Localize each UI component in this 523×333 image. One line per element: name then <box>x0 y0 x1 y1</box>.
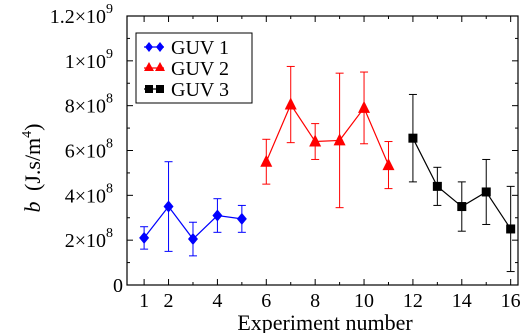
y-axis-unit-exp: 4 <box>20 131 35 138</box>
y-tick-label: 1×109 <box>65 47 113 73</box>
data-point <box>382 158 395 171</box>
legend-label-guv1: GUV 1 <box>171 37 229 59</box>
x-axis-title: Experiment number <box>237 310 413 333</box>
x-tick-label: 10 <box>354 290 374 312</box>
y-tick-exponent: 8 <box>106 92 113 107</box>
y-tick-label: 2×108 <box>65 226 113 252</box>
data-point <box>408 133 418 143</box>
legend: GUV 1 GUV 2 GUV 3 <box>135 32 253 104</box>
y-tick-label: 8×108 <box>65 92 113 118</box>
y-tick-label: 6×108 <box>65 137 113 163</box>
x-tick-label: 16 <box>501 290 521 312</box>
y-tick-label: 0 <box>113 275 123 297</box>
x-tick-label: 1 <box>139 290 149 312</box>
data-point <box>284 97 297 110</box>
y-tick-exponent: 8 <box>106 181 113 196</box>
data-point <box>432 181 442 191</box>
data-point <box>163 200 174 213</box>
chart-axes: 1 2 4 6 8 10 12 14 1602×1084×1086×1088×1081×1091… <box>50 2 521 312</box>
series-guv2 <box>260 65 395 209</box>
legend-marker-guv2 <box>144 62 154 71</box>
data-point <box>236 212 247 225</box>
legend-label-guv3: GUV 3 <box>171 79 229 101</box>
y-tick-mantissa: 1.2×10 <box>50 6 106 28</box>
legend-marker-guv1 <box>156 42 164 52</box>
x-tick-label: 14 <box>452 290 472 312</box>
data-point <box>260 154 273 167</box>
x-tick-label: 4 <box>212 290 222 312</box>
legend-marker-guv3 <box>156 85 164 93</box>
legend-entry-guv2: GUV 2 <box>144 58 229 80</box>
data-point <box>139 231 150 244</box>
y-axis-unit-close: ) <box>20 123 45 130</box>
y-tick-mantissa: 4×10 <box>65 185 106 207</box>
legend-marker-guv2 <box>155 62 165 71</box>
y-tick-label: 1.2×109 <box>50 2 113 28</box>
data-point <box>457 202 467 212</box>
data-point <box>212 209 223 222</box>
y-tick-exponent: 9 <box>106 47 113 62</box>
data-point <box>481 187 491 197</box>
y-tick-mantissa: 1×10 <box>65 51 106 73</box>
y-tick-mantissa: 0 <box>113 275 123 297</box>
series-guv3 <box>408 93 516 273</box>
data-point <box>358 100 371 113</box>
y-tick-exponent: 8 <box>106 226 113 241</box>
y-axis-unit: (J.s/m <box>20 138 45 191</box>
legend-entry-guv3: GUV 3 <box>144 79 229 101</box>
data-point <box>187 233 198 246</box>
y-axis-symbol: b <box>20 202 45 213</box>
series-guv1 <box>139 161 247 257</box>
x-tick-label: 8 <box>310 290 320 312</box>
data-point <box>506 224 516 234</box>
y-axis-title: b (J.s/m4) <box>20 123 45 212</box>
legend-marker-guv1 <box>145 42 153 52</box>
data-point <box>333 133 346 146</box>
legend-label-guv2: GUV 2 <box>171 58 229 80</box>
y-tick-mantissa: 2×10 <box>65 230 106 252</box>
legend-marker-guv3 <box>145 85 153 93</box>
y-tick-exponent: 9 <box>106 2 113 17</box>
data-point <box>309 134 322 147</box>
y-tick-mantissa: 8×10 <box>65 96 106 118</box>
x-tick-label: 2 <box>164 290 174 312</box>
y-tick-label: 4×108 <box>65 181 113 207</box>
x-tick-label: 12 <box>403 290 423 312</box>
x-tick-label: 6 <box>261 290 271 312</box>
legend-entry-guv1: GUV 1 <box>144 37 229 59</box>
series-line <box>265 103 390 166</box>
chart-series <box>139 65 516 273</box>
y-tick-mantissa: 6×10 <box>65 141 106 163</box>
y-tick-exponent: 8 <box>106 137 113 152</box>
